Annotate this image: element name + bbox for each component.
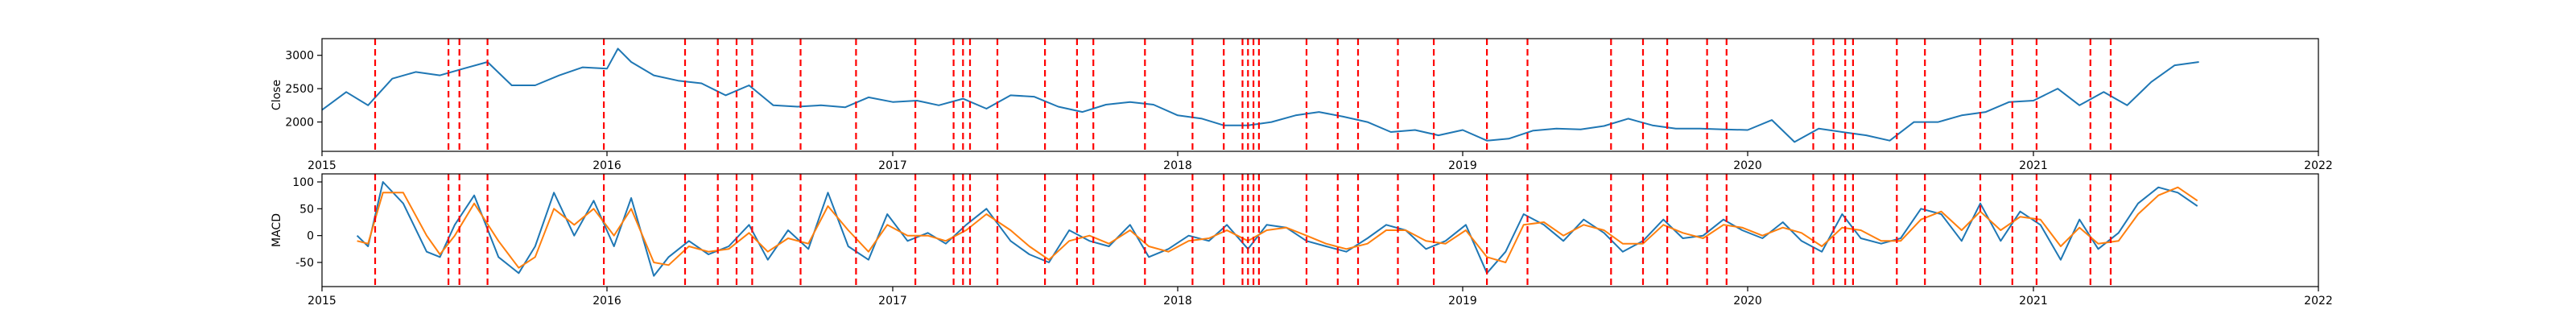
x-tick-label: 2019 (1448, 159, 1477, 172)
x-tick-label: 2020 (1733, 295, 1762, 308)
axes-frame (321, 173, 2319, 287)
x-tick-label: 2019 (1448, 295, 1477, 308)
y-tick-label: 3000 (285, 50, 314, 63)
x-tick-label: 2017 (878, 159, 907, 172)
y-tick-label: -50 (295, 257, 314, 270)
x-tick-label: 2015 (308, 295, 336, 308)
x-tick-label: 2021 (2019, 295, 2048, 308)
close-price-panel: 2015 2016 2017 2018 2019 2020 2021 2022 2000 2500… (270, 38, 2333, 172)
x-tick-label: 2015 (308, 159, 336, 172)
x-tick-label: 2018 (1163, 295, 1192, 308)
y-tick-label: 0 (307, 230, 314, 243)
y-tick-label: 2000 (285, 117, 314, 130)
y-tick-label: 50 (299, 203, 314, 216)
x-tick-label: 2022 (2304, 295, 2333, 308)
x-tick-label: 2018 (1163, 159, 1192, 172)
series-line-0 (356, 181, 2198, 277)
x-tick-label: 2022 (2304, 159, 2333, 172)
macd-panel: 2015 2016 2017 2018 2019 2020 2021 2022 -50 0 50 10… (270, 173, 2333, 308)
series-line-1 (357, 186, 2198, 269)
y-axis-label: Close (270, 80, 283, 110)
y-axis-label: MACD (270, 213, 283, 247)
x-tick-label: 2017 (878, 295, 907, 308)
x-tick-label: 2021 (2019, 159, 2048, 172)
x-tick-label: 2020 (1733, 159, 1762, 172)
x-tick-label: 2016 (592, 159, 621, 172)
y-tick-label: 2500 (285, 83, 314, 96)
y-tick-label: 100 (292, 176, 314, 189)
x-tick-label: 2016 (592, 295, 621, 308)
axes-frame (321, 38, 2319, 152)
